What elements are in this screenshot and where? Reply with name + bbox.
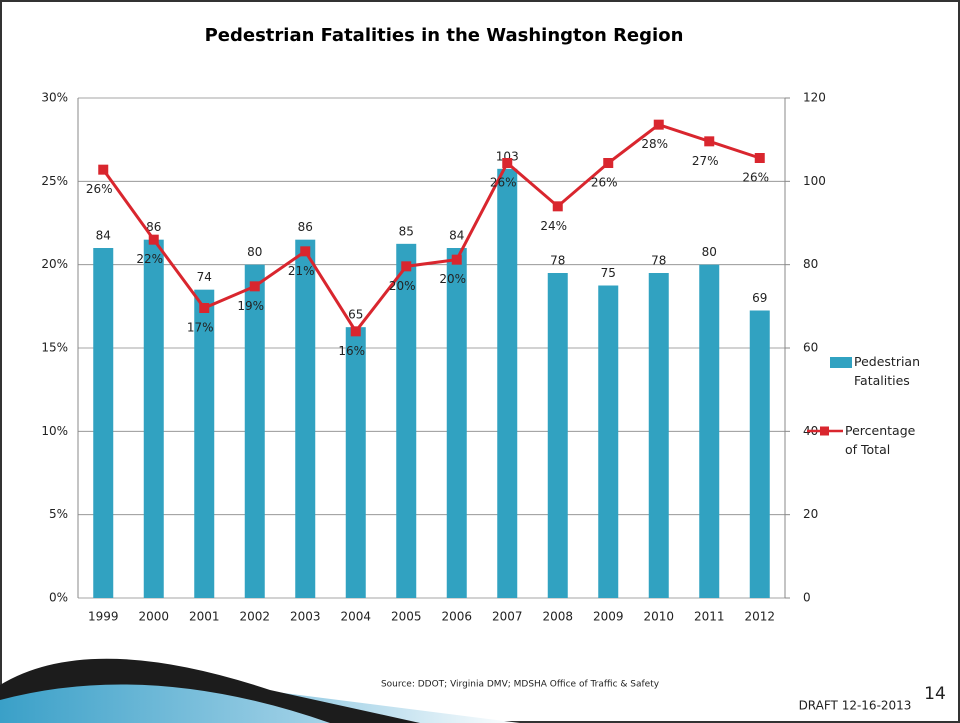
- bar-label: 75: [601, 266, 616, 280]
- line-label: 26%: [490, 176, 517, 190]
- line-label: 26%: [591, 176, 618, 190]
- line-label: 16%: [338, 344, 365, 358]
- line-label: 27%: [692, 154, 719, 168]
- line-marker: [300, 246, 311, 257]
- draft-label: DRAFT 12-16-2013: [799, 699, 912, 713]
- bar: [295, 239, 316, 598]
- line-marker: [249, 281, 260, 292]
- y-tick-label: 0%: [49, 591, 68, 605]
- bar: [598, 285, 619, 598]
- line-marker: [199, 303, 210, 313]
- bar: [497, 168, 518, 599]
- bar-label: 80: [247, 245, 262, 259]
- bar-label: 69: [752, 291, 767, 305]
- bar: [699, 264, 720, 598]
- x-tick-label: 2008: [542, 610, 573, 624]
- x-tick-label: 2003: [290, 610, 321, 624]
- y2-tick-label: 20: [803, 507, 818, 521]
- x-tick-label: 2010: [643, 610, 674, 624]
- line-marker: [754, 153, 765, 163]
- bar-label: 78: [550, 254, 565, 268]
- line-marker: [653, 119, 664, 130]
- decor-swoosh-dark: [0, 658, 420, 723]
- legend-label: Percentage of Total: [845, 423, 916, 457]
- bar-label: 84: [96, 229, 111, 243]
- source-note: Source: DDOT; Virginia DMV; MDSHA Office…: [381, 680, 660, 690]
- bar: [749, 310, 770, 598]
- line-marker: [603, 158, 614, 168]
- line-marker: [552, 201, 563, 212]
- x-tick-label: 2011: [694, 610, 725, 624]
- line-label: 20%: [439, 272, 466, 286]
- legend-item: Percentage of Total: [805, 421, 935, 459]
- bar: [648, 273, 669, 598]
- y2-tick-label: 80: [803, 257, 818, 271]
- line-marker: [502, 158, 513, 168]
- line-marker: [451, 254, 462, 265]
- y2-tick-label: 120: [803, 91, 826, 105]
- bar-label: 78: [651, 254, 666, 268]
- bar: [244, 264, 265, 598]
- line-label: 22%: [136, 252, 163, 266]
- bar-label: 80: [702, 245, 717, 259]
- page-number: 14: [924, 684, 946, 704]
- legend-label: Pedestrian Fatalities: [854, 354, 921, 388]
- x-tick-label: 2004: [340, 610, 371, 624]
- x-tick-label: 2006: [441, 610, 472, 624]
- legend-swatch: [807, 426, 843, 436]
- bar: [143, 239, 164, 598]
- y-tick-label: 20%: [41, 257, 68, 271]
- x-tick-label: 2005: [391, 610, 422, 624]
- line-label: 19%: [237, 299, 264, 313]
- line: [102, 122, 761, 334]
- bar-label: 84: [449, 229, 464, 243]
- bar-label: 86: [298, 220, 313, 234]
- bar-label: 85: [399, 224, 414, 238]
- y-tick-label: 5%: [49, 507, 68, 521]
- x-tick-label: 2000: [138, 610, 169, 624]
- x-tick-label: 2009: [593, 610, 624, 624]
- y-tick-label: 30%: [41, 91, 68, 105]
- line-label: 26%: [742, 171, 769, 185]
- line-marker: [704, 136, 715, 147]
- bar: [194, 289, 215, 598]
- y2-tick-label: 100: [803, 174, 826, 188]
- x-tick-label: 2002: [239, 610, 270, 624]
- y-tick-label: 10%: [41, 424, 68, 438]
- bar-label: 74: [197, 270, 212, 284]
- legend-swatch: [830, 357, 852, 368]
- x-tick-label: 2012: [744, 610, 775, 624]
- chart-title: Pedestrian Fatalities in the Washington …: [205, 25, 684, 46]
- bar: [93, 248, 114, 598]
- line-label: 20%: [389, 279, 416, 293]
- line-label: 17%: [187, 321, 214, 335]
- bar-label: 65: [348, 308, 363, 322]
- bar-label: 103: [496, 149, 519, 163]
- legend-item: Pedestrian Fatalities: [830, 352, 921, 390]
- line-marker: [148, 234, 159, 245]
- line-marker: [98, 164, 109, 175]
- line-label: 26%: [86, 182, 113, 196]
- line-marker: [401, 261, 412, 272]
- bar: [345, 327, 366, 598]
- x-tick-label: 2007: [492, 610, 523, 624]
- bar: [547, 273, 568, 598]
- bar: [396, 243, 417, 599]
- y-tick-label: 25%: [41, 174, 68, 188]
- x-tick-label: 2001: [189, 610, 220, 624]
- x-tick-label: 1999: [88, 610, 119, 624]
- line-label: 24%: [540, 219, 567, 233]
- line-marker: [350, 326, 361, 337]
- line-label: 28%: [641, 137, 668, 151]
- bar-label: 86: [146, 220, 161, 234]
- y2-tick-label: 0: [803, 591, 811, 605]
- y2-tick-label: 60: [803, 341, 818, 355]
- line-label: 21%: [288, 264, 315, 278]
- bar: [446, 248, 467, 598]
- y-tick-label: 15%: [41, 341, 68, 355]
